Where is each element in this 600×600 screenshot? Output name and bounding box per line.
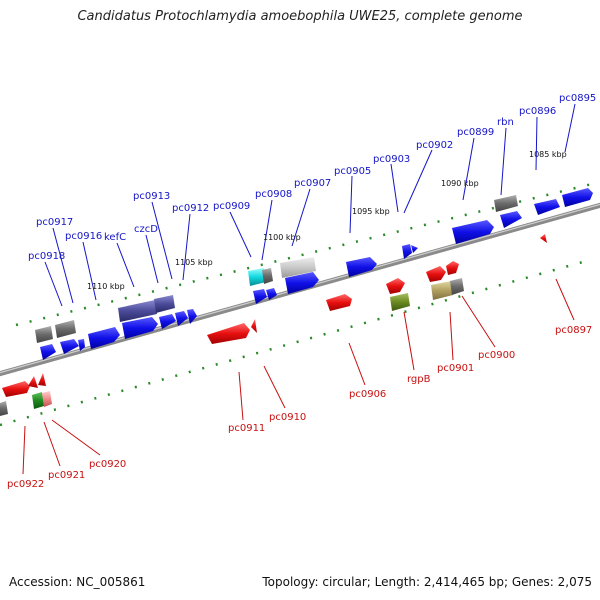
- gene-label[interactable]: pc0921: [48, 470, 85, 481]
- gene-label[interactable]: rgpB: [407, 374, 431, 385]
- gene-label[interactable]: pc0908: [255, 189, 292, 200]
- gene-arrow[interactable]: [562, 188, 593, 207]
- gene-arrow[interactable]: [534, 199, 560, 215]
- gene-label[interactable]: pc0897: [555, 325, 592, 336]
- gene-arrow[interactable]: [60, 339, 79, 354]
- gene-label[interactable]: kefC: [104, 232, 126, 243]
- gene-label[interactable]: pc0902: [416, 140, 453, 151]
- topology-label: Topology: circular; Length: 2,414,465 bp…: [262, 575, 592, 589]
- gene-arrow[interactable]: [88, 327, 120, 349]
- gene-label[interactable]: pc0912: [172, 203, 209, 214]
- gene-label[interactable]: pc0900: [478, 350, 515, 361]
- gene-label[interactable]: pc0895: [559, 93, 596, 104]
- gene-box[interactable]: [118, 300, 157, 322]
- gene-box[interactable]: [262, 268, 273, 284]
- gene-arrow[interactable]: [446, 261, 459, 275]
- scale-label: 1085 kbp: [529, 150, 567, 159]
- gene-arrow[interactable]: [251, 319, 257, 333]
- gene-arrow[interactable]: [122, 317, 158, 339]
- gene-box[interactable]: [32, 392, 44, 409]
- gene-label[interactable]: pc0903: [373, 154, 410, 165]
- gene-arrow[interactable]: [500, 211, 522, 228]
- gene-label[interactable]: pc0899: [457, 127, 494, 138]
- gene-arrow[interactable]: [253, 289, 267, 304]
- gene-box[interactable]: [431, 281, 453, 300]
- gene-arrow[interactable]: [159, 314, 176, 329]
- gene-arrow[interactable]: [266, 288, 277, 300]
- gene-label[interactable]: pc0917: [36, 217, 73, 228]
- gene-label[interactable]: pc0907: [294, 178, 331, 189]
- forward-genes: [35, 188, 593, 360]
- gene-box[interactable]: [35, 326, 53, 343]
- gene-arrow[interactable]: [78, 339, 85, 351]
- gene-arrow[interactable]: [2, 381, 30, 397]
- gene-label[interactable]: pc0920: [89, 459, 126, 470]
- gene-box[interactable]: [42, 391, 52, 407]
- gene-arrow[interactable]: [326, 294, 352, 311]
- gene-arrow[interactable]: [285, 272, 319, 294]
- gene-label[interactable]: rbn: [497, 117, 514, 128]
- gene-arrow[interactable]: [426, 266, 446, 282]
- gene-arrow[interactable]: [187, 309, 197, 324]
- gene-box[interactable]: [0, 401, 8, 416]
- gene-label[interactable]: pc0901: [437, 363, 474, 374]
- gene-label[interactable]: pc0918: [28, 251, 65, 262]
- gene-box[interactable]: [55, 320, 76, 338]
- gene-arrow[interactable]: [28, 376, 38, 388]
- reverse-genes: [0, 234, 547, 416]
- gene-arrow[interactable]: [346, 257, 377, 277]
- gene-label[interactable]: pc0916: [65, 231, 102, 242]
- gene-arrow[interactable]: [38, 373, 46, 386]
- accession-label: Accession: NC_005861: [9, 575, 146, 589]
- gene-label[interactable]: pc0906: [349, 389, 386, 400]
- gene-label[interactable]: pc0913: [133, 191, 170, 202]
- gene-box[interactable]: [154, 295, 175, 313]
- top-gene-labels: pc0895 pc0896 rbn pc0899 pc0902 pc0903 p…: [28, 93, 596, 262]
- gene-label[interactable]: czcD: [134, 224, 158, 235]
- gene-label[interactable]: pc0905: [334, 166, 371, 177]
- gene-arrow[interactable]: [452, 220, 494, 244]
- gene-label[interactable]: pc0911: [228, 423, 265, 434]
- gene-label[interactable]: pc0922: [7, 479, 44, 490]
- bottom-gene-labels: pc0897 pc0900 pc0901 rgpB pc0906 pc0910 …: [7, 325, 592, 490]
- gene-arrow[interactable]: [40, 344, 56, 360]
- gene-arrow[interactable]: [207, 323, 250, 344]
- scale-label: 1105 kbp: [175, 258, 213, 267]
- gene-box[interactable]: [450, 278, 464, 295]
- bottom-leader-lines: [22, 278, 575, 475]
- gene-arrow[interactable]: [540, 234, 547, 243]
- scale-label: 1090 kbp: [441, 179, 479, 188]
- gene-arrow[interactable]: [402, 244, 412, 259]
- scale-labels: 1085 kbp 1090 kbp 1095 kbp 1100 kbp 1105…: [87, 150, 567, 291]
- scale-label: 1110 kbp: [87, 282, 125, 291]
- gene-label[interactable]: pc0896: [519, 106, 556, 117]
- scale-label: 1100 kbp: [263, 233, 301, 242]
- gene-label[interactable]: pc0910: [269, 412, 306, 423]
- page-title: Candidatus Protochlamydia amoebophila UW…: [77, 9, 523, 24]
- gene-box[interactable]: [248, 268, 266, 286]
- gene-box[interactable]: [280, 257, 316, 278]
- top-leader-lines: [44, 103, 576, 307]
- gene-arrow[interactable]: [386, 278, 405, 294]
- scale-label: 1095 kbp: [352, 207, 390, 216]
- gene-arrow[interactable]: [175, 311, 188, 326]
- gene-box[interactable]: [494, 195, 518, 212]
- gene-label[interactable]: pc0909: [213, 201, 250, 212]
- gene-box[interactable]: [390, 293, 410, 311]
- gene-arrow[interactable]: [411, 245, 418, 253]
